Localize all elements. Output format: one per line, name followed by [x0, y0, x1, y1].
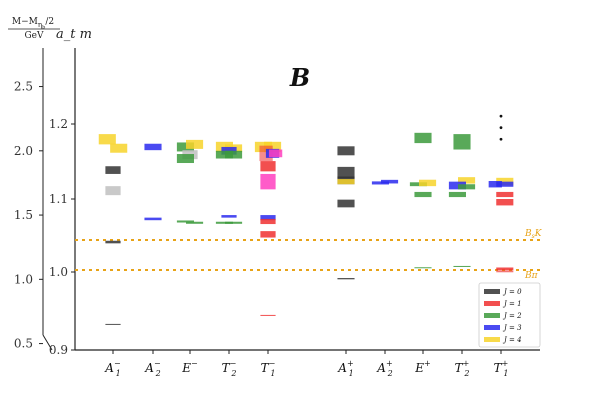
legend-label: J = 0	[502, 288, 522, 296]
ylabel-sub: η	[38, 21, 42, 29]
level-band-J3	[488, 181, 502, 188]
right-tick-label: 1.0	[49, 265, 68, 279]
level-band-J2	[215, 221, 233, 224]
level-band-J3	[144, 143, 162, 151]
left-tick-label: 2.0	[14, 144, 33, 158]
legend-swatch	[484, 325, 500, 330]
level-band-J0	[337, 146, 355, 156]
level-band-J2	[225, 221, 243, 224]
level-band-J0	[105, 166, 121, 174]
legend-label: J = 3	[502, 324, 522, 332]
ellipsis-dot	[499, 114, 503, 118]
level-band-J2	[215, 150, 233, 159]
left-tick-label: 0.5	[14, 337, 33, 351]
level-band-J0	[105, 323, 121, 325]
category-label: A− 1	[104, 359, 120, 378]
level-band-J2	[186, 221, 204, 224]
level-band-J4	[458, 177, 476, 184]
level-band-J0	[337, 199, 355, 208]
level-band-J0	[337, 278, 355, 280]
threshold-label: BsK	[524, 229, 543, 240]
level-band-J2	[414, 267, 432, 269]
left-tick-label: 1.5	[14, 208, 33, 222]
level-band-J4	[419, 179, 437, 187]
level-band-J1	[260, 314, 276, 316]
level-band-J1	[496, 199, 514, 206]
level-band-J2	[176, 154, 194, 164]
level-band-J2	[453, 134, 471, 150]
level-band-J1	[260, 231, 276, 238]
ylabel-left-numerator: M−Mηb/2	[12, 17, 54, 31]
level-band-J3	[221, 146, 237, 155]
category-label: T+ 2	[455, 359, 470, 378]
category-label: A− 2	[144, 359, 160, 378]
level-band-J4	[98, 134, 116, 145]
category-label: A+ 1	[337, 359, 353, 378]
right-tick-label: 0.9	[49, 343, 68, 357]
level-band-J1	[260, 161, 276, 172]
level-band-J3	[496, 181, 514, 187]
legend-swatch	[484, 301, 500, 306]
chart-title: B	[289, 63, 310, 92]
level-band-J0	[105, 240, 121, 244]
threshold-label: Bπ	[524, 271, 539, 281]
level-band-J3	[260, 215, 276, 221]
level-band-J1	[496, 271, 514, 273]
level-band-J3	[221, 215, 237, 218]
level-band-J0	[105, 186, 121, 196]
level-band-J4	[186, 139, 204, 149]
level-band-J2	[448, 191, 466, 198]
category-label: E−	[181, 359, 197, 375]
legend-swatch	[484, 289, 500, 294]
level-band-J2	[458, 184, 476, 190]
level-band-J1	[496, 191, 514, 198]
level-band-J2	[225, 150, 243, 159]
ylabel-right: a_t m	[56, 27, 92, 42]
ylabel-left-denominator: GeV	[24, 31, 44, 41]
level-band-J3	[448, 181, 466, 190]
level-band-J1	[260, 173, 276, 190]
legend-label: J = 4	[502, 336, 522, 344]
ellipsis-dot	[499, 126, 503, 130]
right-tick-label: 1.2	[49, 117, 68, 131]
left-tick-label: 1.0	[14, 272, 33, 286]
left-axis-hook	[42, 334, 53, 351]
left-tick-label: 2.5	[14, 80, 33, 94]
threshold-lines: BsK Bπ	[75, 229, 543, 281]
level-band-J2	[414, 132, 432, 144]
ylabel-subsub: b	[42, 25, 45, 31]
category-label: A+ 2	[376, 359, 392, 378]
ellipsis-dot	[499, 137, 503, 141]
category-label: T+ 1	[494, 359, 509, 378]
ylabel-tail: /2	[45, 17, 54, 27]
category-label: E+	[414, 359, 430, 375]
level-band-J4	[337, 179, 355, 185]
legend: J = 0 J = 1 J = 2 J = 3 J = 4	[478, 282, 541, 348]
level-band-J3	[381, 179, 399, 184]
level-band-J2	[453, 265, 471, 267]
level-band-J2	[414, 191, 432, 198]
right-tick-label: 1.1	[49, 192, 68, 206]
legend-swatch	[484, 337, 500, 342]
level-band-J4	[110, 143, 128, 153]
level-band-J3	[144, 217, 162, 221]
level-band-J2	[409, 182, 427, 187]
category-label: T− 2	[222, 359, 237, 378]
level-band-J3	[371, 181, 389, 185]
level-band-J1	[260, 218, 276, 225]
legend-box	[478, 282, 541, 348]
legend-swatch	[484, 313, 500, 318]
level-band-J2	[176, 220, 194, 223]
energy-levels	[98, 114, 514, 325]
level-band-J1	[268, 149, 283, 158]
legend-label: J = 2	[502, 312, 522, 320]
level-band-J0	[337, 166, 355, 179]
level-band-J2	[176, 142, 194, 152]
legend-label: J = 1	[502, 300, 522, 308]
level-band-J1	[496, 267, 514, 271]
category-label: T− 1	[261, 359, 276, 378]
